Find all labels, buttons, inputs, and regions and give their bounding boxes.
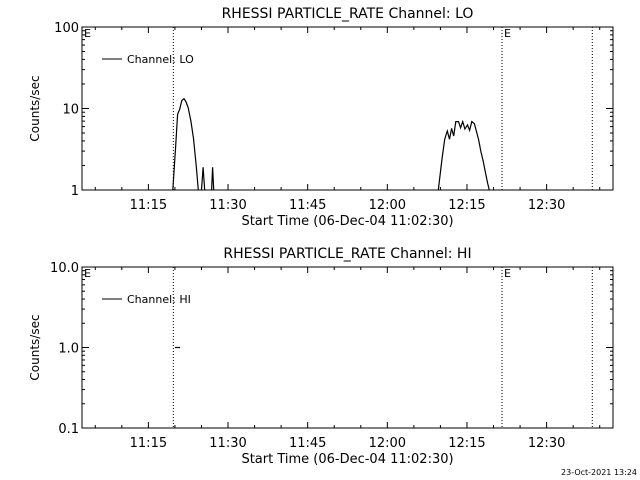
chart-title: RHESSI PARTICLE_RATE Channel: LO <box>222 6 474 22</box>
chart-title: RHESSI PARTICLE_RATE Channel: HI <box>223 246 471 262</box>
plot-frame <box>81 266 614 429</box>
series-line <box>200 167 206 191</box>
y-tick-label: 1 <box>71 184 79 199</box>
x-tick-label: 12:15 <box>448 198 485 213</box>
x-tick-label: 12:30 <box>528 436 565 451</box>
x-tick-label: 12:00 <box>369 198 406 213</box>
y-tick-label: 10.0 <box>50 261 79 276</box>
y-tick-label: 1.0 <box>58 342 79 357</box>
series-line <box>211 167 215 191</box>
x-tick-label: 11:30 <box>209 198 246 213</box>
x-tick-label: 11:45 <box>289 436 326 451</box>
x-axis-label: Start Time (06-Dec-04 11:02:30) <box>241 214 453 229</box>
y-axis-label: Counts/sec <box>28 314 42 380</box>
legend-label: Channel: HI <box>127 293 191 306</box>
corner-label: E <box>84 267 91 280</box>
x-tick-label: 11:15 <box>130 436 167 451</box>
x-tick-label: 12:00 <box>369 436 406 451</box>
x-tick-label: 12:15 <box>448 436 485 451</box>
lo-channel-plot: RHESSI PARTICLE_RATE Channel: LO 11:15 11:… <box>28 6 614 229</box>
x-tick-label: 11:45 <box>289 198 326 213</box>
y-tick-label: 100 <box>54 21 79 36</box>
x-tick-label: 12:30 <box>528 198 565 213</box>
legend-label: Channel: LO <box>127 53 194 66</box>
plot-frame <box>81 26 614 191</box>
event-marker-label: E <box>504 27 511 40</box>
y-tick-label: 0.1 <box>58 422 79 437</box>
corner-label: E <box>84 27 91 40</box>
series-line <box>437 119 490 191</box>
event-marker-label: E <box>504 267 511 280</box>
x-tick-label: 11:15 <box>130 198 167 213</box>
footer-timestamp: 23-Oct-2021 13:24 <box>561 468 637 477</box>
hi-channel-plot: RHESSI PARTICLE_RATE Channel: HI 11:15 11:… <box>28 246 614 467</box>
x-axis-label: Start Time (06-Dec-04 11:02:30) <box>241 452 453 467</box>
y-tick-label: 10 <box>62 103 79 118</box>
x-tick-label: 11:30 <box>209 436 246 451</box>
series-line <box>172 97 199 191</box>
y-axis-label: Counts/sec <box>28 75 42 141</box>
